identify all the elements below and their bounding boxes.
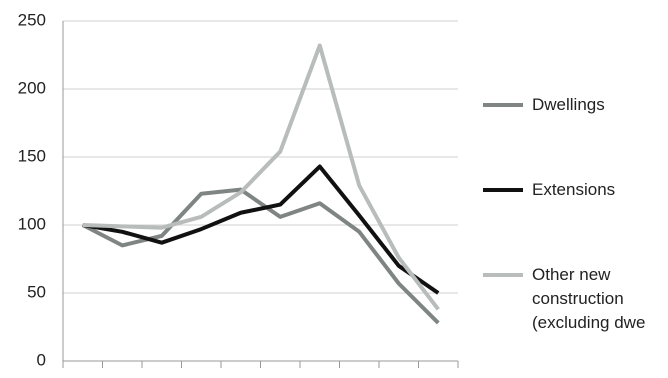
series-line [82,164,440,295]
series-line [82,43,440,311]
legend-label: Extensions [532,180,616,199]
legend-label: Other new construction (excluding dwe [532,265,646,332]
y-tick-label: 50 [27,282,46,301]
y-tick-label: 0 [37,350,46,369]
y-tick-label: 150 [18,146,46,165]
y-tick-label: 250 [18,10,46,29]
legend-label: Dwellings [532,95,605,114]
y-tick-label: 200 [18,78,46,97]
series-line [81,187,440,325]
y-tick-label: 100 [18,214,46,233]
